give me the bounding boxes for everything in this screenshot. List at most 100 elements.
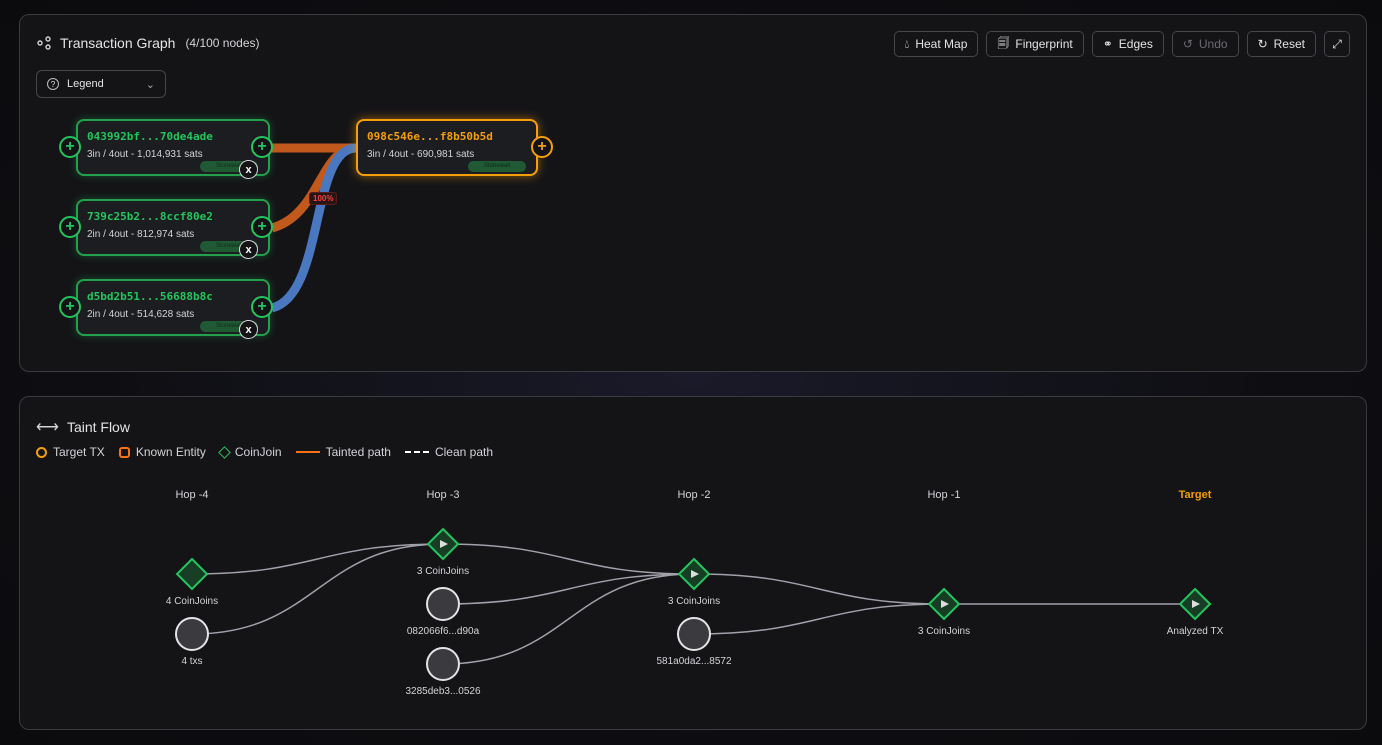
expand-inputs-button[interactable]: + — [59, 296, 81, 318]
plus-icon: + — [257, 218, 267, 235]
expand-outputs-button[interactable]: + — [531, 136, 553, 158]
input-tx-node[interactable]: d5bd2b51...56688b8c 2in / 4out - 514,628… — [76, 279, 270, 336]
heat-map-label: Heat Map — [915, 37, 968, 51]
taint-edge — [693, 573, 945, 605]
plus-icon: + — [65, 298, 75, 315]
arrow-icon — [1192, 600, 1200, 608]
entity-square-icon — [118, 446, 130, 458]
node-label: 4 txs — [181, 656, 202, 667]
plus-icon: + — [65, 138, 75, 155]
droplet-icon: 💧︎ — [904, 36, 910, 51]
legend-dropdown[interactable]: ? Legend ⌄ — [36, 70, 166, 98]
heat-map-button[interactable]: 💧︎ Heat Map — [893, 31, 979, 57]
hop-label: Hop -4 — [175, 489, 208, 501]
tx-node[interactable] — [426, 587, 460, 621]
tx-info: 3in / 4out - 1,014,931 sats — [87, 149, 203, 160]
expand-outputs-button[interactable]: + — [251, 136, 273, 158]
input-tx-node[interactable]: 043992bf...70de4ade 3in / 4out - 1,014,9… — [76, 119, 270, 176]
tx-hash: d5bd2b51...56688b8c — [87, 290, 213, 303]
fullscreen-button[interactable]: ⤢ — [1324, 31, 1350, 57]
transaction-graph-panel: Transaction Graph (4/100 nodes) 💧︎ Heat M… — [19, 14, 1367, 372]
arrow-icon — [691, 570, 699, 578]
tx-node[interactable] — [175, 617, 209, 651]
fingerprint-label: Fingerprint — [1015, 37, 1073, 51]
arrow-icon — [941, 600, 949, 608]
node-label: 581a0da2...8572 — [656, 656, 732, 667]
tx-hash: 098c546e...f8b50b5d — [367, 130, 493, 143]
expand-outputs-button[interactable]: + — [251, 216, 273, 238]
node-count: (4/100 nodes) — [185, 36, 260, 50]
arrows-horizontal-icon: ⟷ — [36, 419, 59, 436]
node-label: 3 CoinJoins — [417, 566, 469, 577]
reset-button[interactable]: ↻ Reset — [1246, 31, 1316, 57]
tx-hash: 043992bf...70de4ade — [87, 130, 213, 143]
taint-edge — [191, 543, 444, 635]
undo-icon: ↺ — [1182, 37, 1193, 51]
expand-inputs-button[interactable]: + — [59, 136, 81, 158]
graph-icon — [37, 36, 51, 50]
hop-label: Hop -2 — [677, 489, 710, 501]
edges-button[interactable]: ⚭ Edges — [1091, 31, 1164, 57]
target-circle-icon — [36, 446, 47, 458]
plus-icon: + — [65, 218, 75, 235]
expand-icon: ⤢ — [1332, 36, 1342, 51]
taint-edge — [191, 543, 444, 575]
graph-title: Transaction Graph — [60, 35, 176, 51]
taint-edge — [442, 573, 695, 665]
node-label: 3 CoinJoins — [668, 596, 720, 607]
taint-title: Taint Flow — [66, 419, 130, 435]
node-label: Analyzed TX — [1167, 626, 1224, 637]
legend-clean: Clean path — [434, 445, 493, 459]
expand-inputs-button[interactable]: + — [59, 216, 81, 238]
tx-node[interactable] — [426, 647, 460, 681]
reset-label: Reset — [1273, 37, 1305, 51]
remove-node-button[interactable]: x — [239, 320, 258, 339]
taint-edge — [442, 543, 695, 575]
tx-node[interactable] — [677, 617, 711, 651]
close-icon: x — [245, 163, 252, 176]
tx-info: 3in / 4out - 690,981 sats — [367, 149, 475, 160]
legend-tainted: Tainted path — [325, 445, 391, 459]
tainted-line-icon — [295, 451, 320, 453]
hop-label: Hop -3 — [426, 489, 459, 501]
taint-edge — [693, 603, 945, 635]
node-label: 3285deb3...0526 — [405, 686, 481, 697]
legend-entity: Known Entity — [135, 445, 206, 459]
close-icon: x — [245, 243, 252, 256]
stonewall-badge: Stonewall — [200, 241, 258, 252]
taint-flow-diagram: Hop -4 4 CoinJoins 4 txs Hop -3 3 CoinJoins 0… — [166, 489, 1224, 697]
input-tx-node[interactable]: 739c25b2...8ccf80e2 2in / 4out - 812,974… — [76, 199, 270, 256]
hop-label: Hop -1 — [927, 489, 960, 501]
tx-info: 2in / 4out - 514,628 sats — [87, 309, 195, 320]
taint-edge — [442, 573, 695, 605]
coinjoin-node[interactable] — [175, 557, 209, 591]
remove-node-button[interactable]: x — [239, 240, 258, 259]
graph-edge[interactable] — [270, 143, 357, 313]
undo-button[interactable]: ↺ Undo — [1171, 31, 1239, 57]
taint-legend: Target TX Known Entity CoinJoin Tainted … — [36, 445, 493, 459]
node-label: 082066f6...d90a — [407, 626, 480, 637]
chevron-down-icon: ⌄ — [145, 78, 155, 91]
plus-icon: + — [257, 298, 267, 315]
expand-outputs-button[interactable]: + — [251, 296, 273, 318]
undo-label: Undo — [1198, 37, 1228, 51]
target-tx-node[interactable]: 098c546e...f8b50b5d 3in / 4out - 690,981… — [356, 119, 538, 176]
fingerprint-button[interactable]: 🗐 Fingerprint — [986, 31, 1084, 57]
link-icon: ⚭ — [1102, 37, 1113, 51]
remove-node-button[interactable]: x — [239, 160, 258, 179]
node-label: 3 CoinJoins — [918, 626, 970, 637]
node-label: 4 CoinJoins — [166, 596, 218, 607]
graph-edges — [270, 143, 357, 313]
arrow-icon — [440, 540, 448, 548]
stonewall-badge: Stonewall — [200, 161, 258, 172]
refresh-icon: ↻ — [1257, 37, 1268, 51]
clean-dashed-line-icon — [404, 451, 429, 453]
plus-icon: + — [537, 138, 547, 155]
graph-toolbar: 💧︎ Heat Map 🗐 Fingerprint ⚭ Edges ↺ Undo ↻ Re… — [893, 31, 1350, 57]
edge-percentage-label: 100% — [309, 192, 338, 205]
legend-target: Target TX — [53, 445, 105, 459]
taint-flow-panel: ⟷ Taint Flow Target TX Known Entity Coin… — [19, 396, 1367, 730]
taint-header: ⟷ Taint Flow — [36, 417, 130, 437]
plus-icon: + — [257, 138, 267, 155]
stonewall-badge: Stonewall — [200, 321, 258, 332]
